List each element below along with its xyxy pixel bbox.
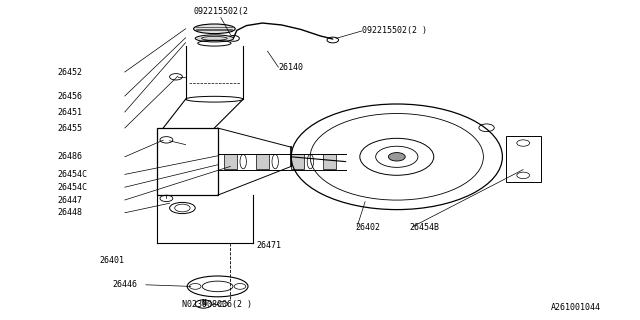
Text: 26455: 26455: [58, 124, 83, 132]
Text: 26454C: 26454C: [58, 183, 88, 192]
Text: 26471: 26471: [256, 241, 281, 250]
Text: 26456: 26456: [58, 92, 83, 100]
Text: 26454B: 26454B: [410, 223, 440, 232]
Bar: [506, 136, 541, 182]
Text: 092215502(2 ): 092215502(2 ): [362, 26, 427, 35]
Text: 26140: 26140: [278, 63, 303, 72]
Bar: [224, 155, 237, 169]
Text: 26451: 26451: [58, 108, 83, 116]
Text: A261001044: A261001044: [550, 303, 600, 312]
Bar: [256, 155, 269, 169]
Text: 26402: 26402: [355, 223, 380, 232]
Text: 26452: 26452: [58, 68, 83, 76]
Text: N: N: [201, 300, 206, 308]
Text: 26447: 26447: [58, 196, 83, 204]
Text: 26486: 26486: [58, 152, 83, 161]
Text: 26446: 26446: [112, 280, 137, 289]
Text: 26454C: 26454C: [58, 170, 88, 179]
Ellipse shape: [193, 24, 236, 34]
Text: 26448: 26448: [58, 208, 83, 217]
Text: 092215502(2: 092215502(2: [193, 7, 248, 16]
Bar: [157, 128, 218, 195]
Text: 26401: 26401: [99, 256, 124, 265]
Bar: [291, 155, 304, 169]
Text: N023908006(2 ): N023908006(2 ): [182, 300, 252, 309]
Circle shape: [388, 153, 405, 161]
Ellipse shape: [195, 35, 234, 42]
Bar: [323, 155, 336, 169]
